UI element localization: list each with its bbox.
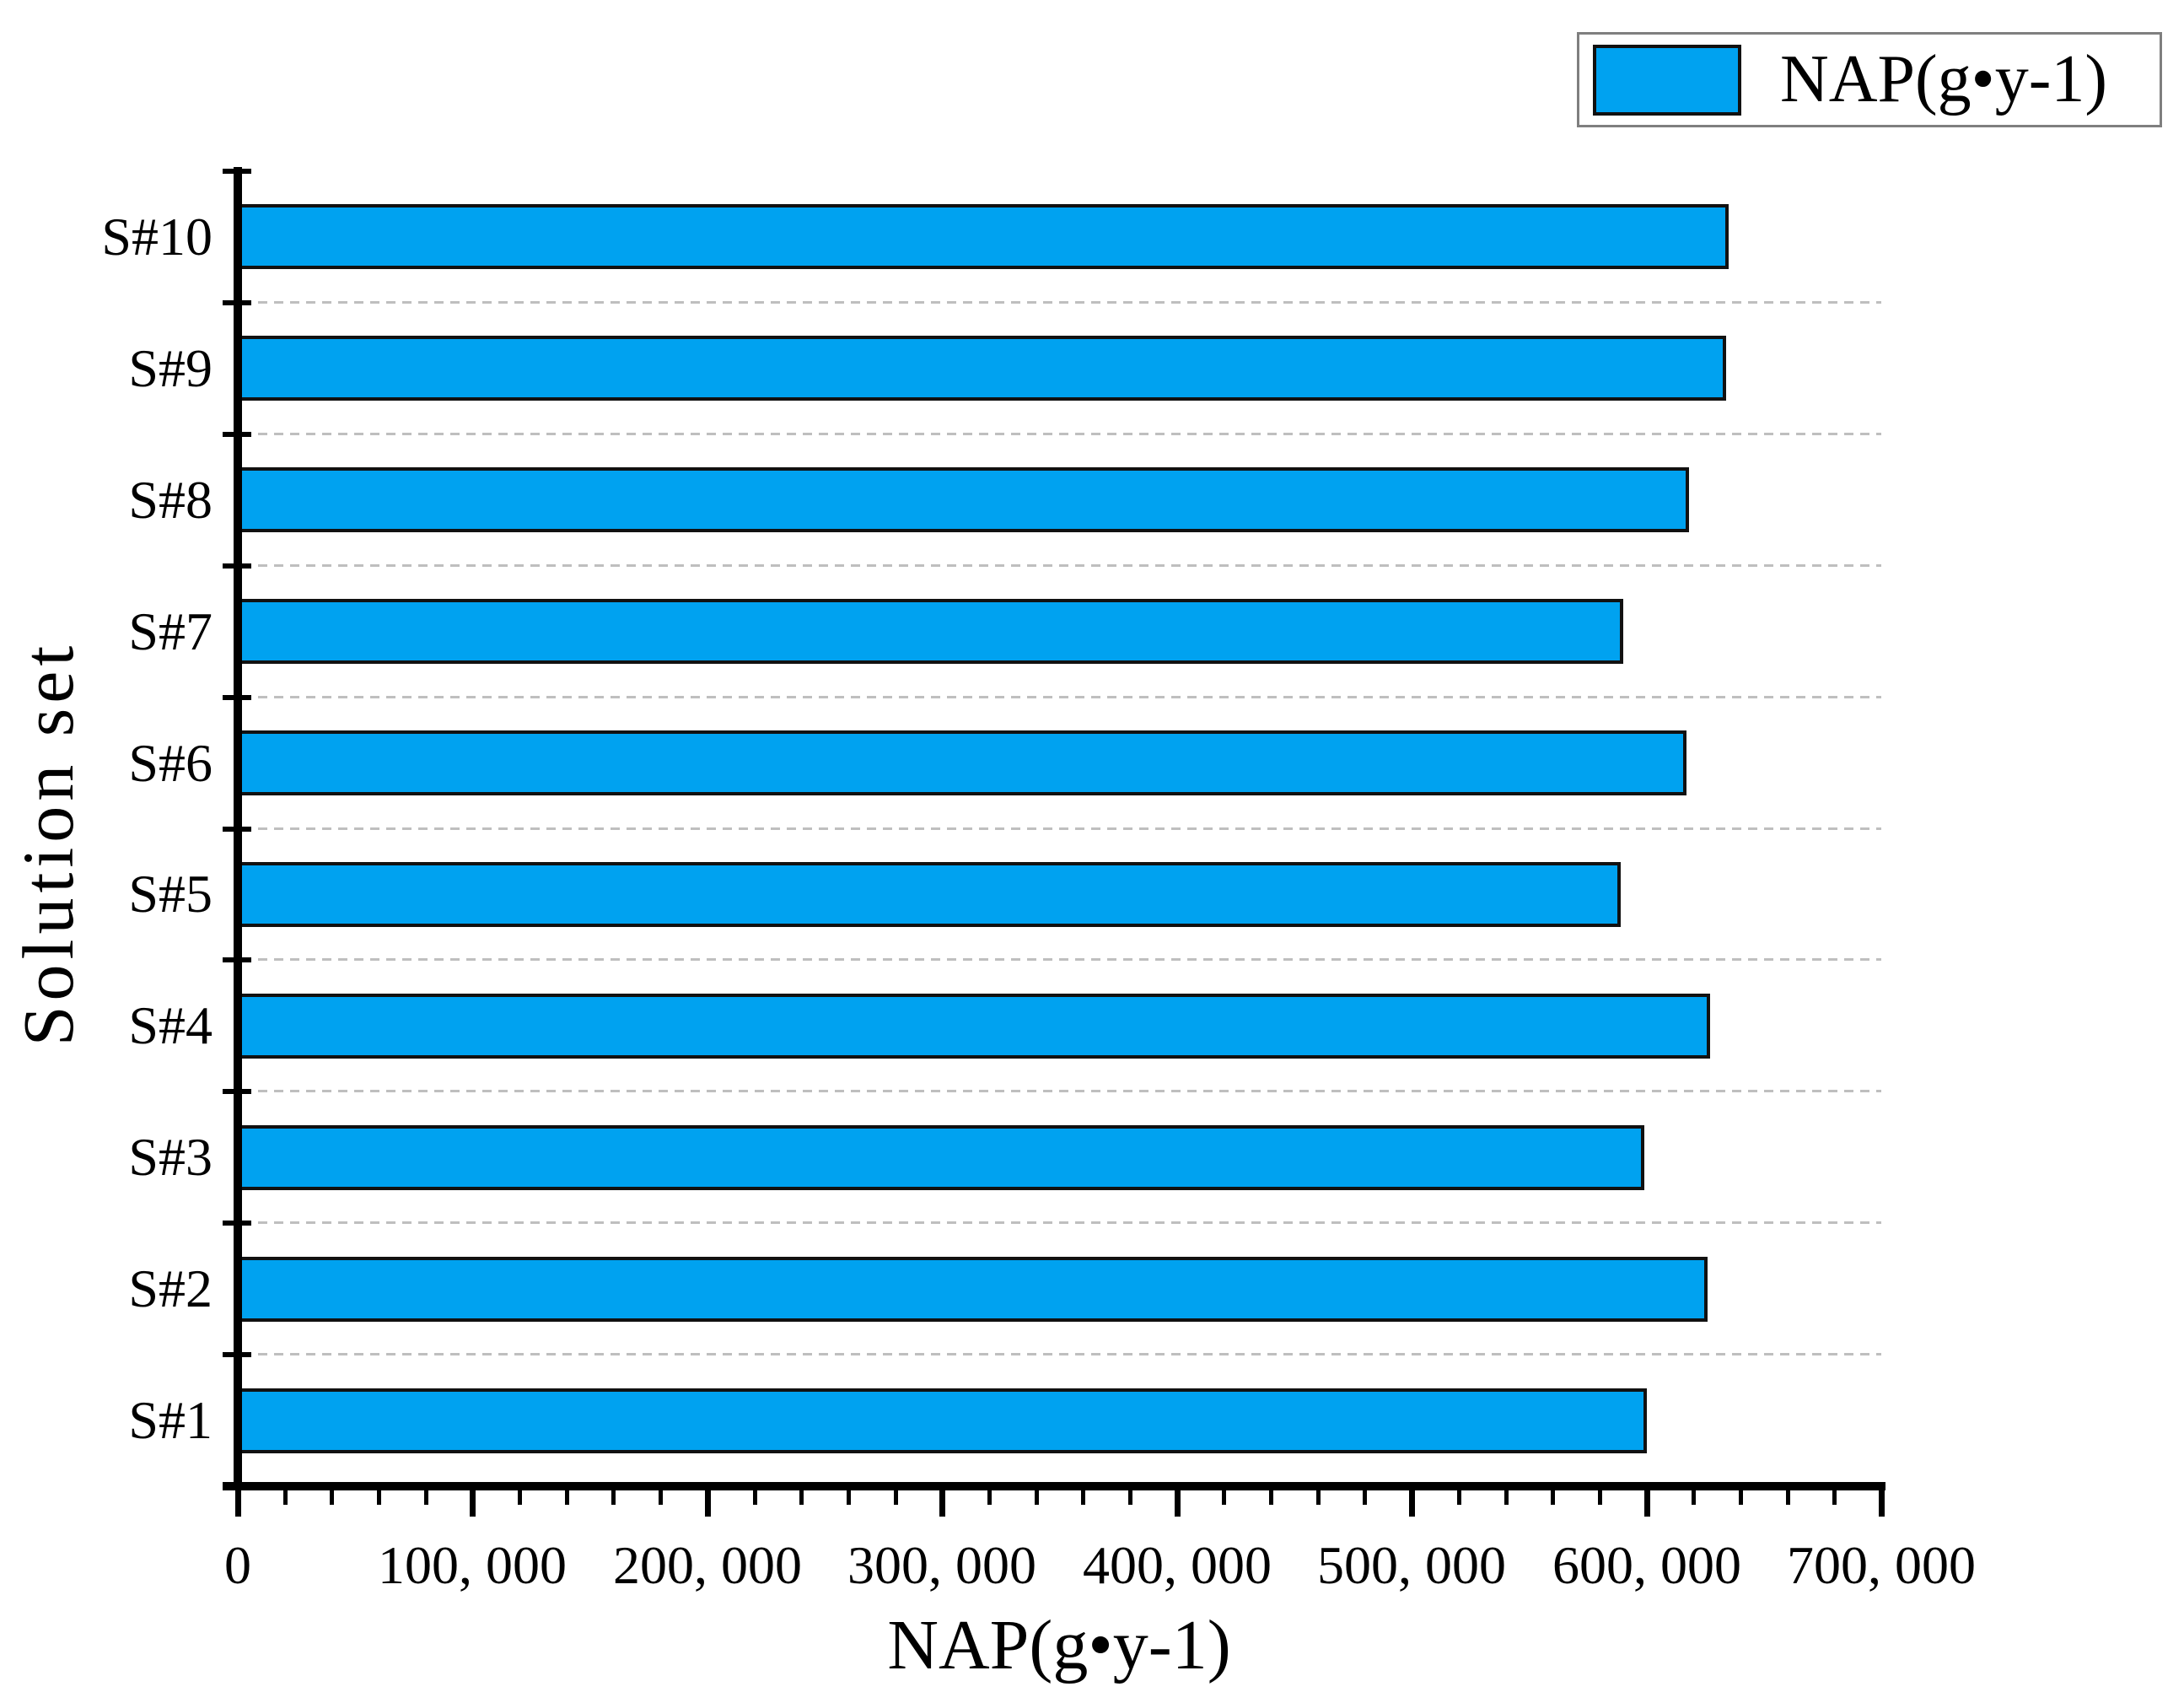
x-axis-minor-tick bbox=[753, 1486, 757, 1505]
bar-S#9 bbox=[234, 336, 1726, 401]
x-tick-label: 600, 000 bbox=[1552, 1535, 1741, 1595]
x-axis-minor-tick bbox=[1832, 1486, 1837, 1505]
legend: NAP(g•y-1) bbox=[1577, 32, 2162, 127]
legend-label: NAP(g•y-1) bbox=[1780, 42, 2107, 116]
category-gridline bbox=[242, 827, 1881, 830]
x-axis-major-tick bbox=[235, 1486, 241, 1517]
x-tick-label: 700, 000 bbox=[1787, 1535, 1976, 1595]
x-axis-minor-tick bbox=[659, 1486, 663, 1505]
x-axis-minor-tick bbox=[565, 1486, 569, 1505]
y-axis-tick bbox=[223, 1221, 251, 1226]
y-axis-tick bbox=[223, 169, 251, 174]
bar-S#4 bbox=[234, 994, 1710, 1059]
x-tick-label: 100, 000 bbox=[378, 1535, 567, 1595]
category-gridline bbox=[242, 432, 1881, 435]
x-axis-minor-tick bbox=[1363, 1486, 1367, 1505]
x-axis-minor-tick bbox=[1551, 1486, 1555, 1505]
x-axis-major-tick bbox=[470, 1486, 476, 1517]
x-axis-major-tick bbox=[705, 1486, 711, 1517]
x-axis-title: NAP(g•y-1) bbox=[887, 1606, 1231, 1684]
bar-S#6 bbox=[234, 730, 1686, 795]
x-tick-label: 0 bbox=[224, 1535, 251, 1595]
x-axis-minor-tick bbox=[377, 1486, 381, 1505]
bar-S#1 bbox=[234, 1388, 1647, 1453]
x-axis-minor-tick bbox=[1457, 1486, 1461, 1505]
x-axis-minor-tick bbox=[330, 1486, 334, 1505]
y-tick-label: S#2 bbox=[128, 1258, 212, 1318]
y-tick-label: S#8 bbox=[128, 470, 212, 530]
category-gridline bbox=[242, 958, 1881, 962]
category-gridline bbox=[242, 300, 1881, 304]
x-axis-minor-tick bbox=[1128, 1486, 1132, 1505]
y-axis-tick bbox=[223, 563, 251, 569]
bar-S#5 bbox=[234, 862, 1621, 927]
x-tick-label: 500, 000 bbox=[1317, 1535, 1506, 1595]
x-axis-minor-tick bbox=[847, 1486, 851, 1505]
y-tick-label: S#5 bbox=[128, 864, 212, 924]
category-gridline bbox=[242, 1090, 1881, 1093]
y-tick-label: S#9 bbox=[128, 338, 212, 398]
x-axis-minor-tick bbox=[283, 1486, 288, 1505]
x-axis-minor-tick bbox=[1504, 1486, 1509, 1505]
y-axis-tick bbox=[223, 1089, 251, 1094]
y-tick-label: S#6 bbox=[128, 733, 212, 793]
x-axis-minor-tick bbox=[424, 1486, 428, 1505]
x-tick-label: 200, 000 bbox=[613, 1535, 802, 1595]
x-axis-minor-tick bbox=[1739, 1486, 1743, 1505]
x-axis-major-tick bbox=[1879, 1486, 1885, 1517]
y-axis-tick bbox=[223, 432, 251, 437]
x-axis-minor-tick bbox=[799, 1486, 804, 1505]
x-axis-minor-tick bbox=[1598, 1486, 1602, 1505]
x-tick-label: 400, 000 bbox=[1083, 1535, 1272, 1595]
x-axis-minor-tick bbox=[518, 1486, 522, 1505]
x-axis-major-tick bbox=[1644, 1486, 1650, 1517]
bar-S#10 bbox=[234, 204, 1729, 269]
category-gridline bbox=[242, 563, 1881, 567]
bar-S#8 bbox=[234, 467, 1689, 532]
y-tick-label: S#3 bbox=[128, 1127, 212, 1187]
category-gridline bbox=[242, 695, 1881, 698]
y-axis-tick bbox=[223, 1352, 251, 1357]
y-axis-title: Solution set bbox=[8, 640, 89, 1047]
x-axis-minor-tick bbox=[1316, 1486, 1321, 1505]
x-axis-minor-tick bbox=[1081, 1486, 1085, 1505]
x-axis-major-tick bbox=[939, 1486, 945, 1517]
x-axis-major-tick bbox=[1175, 1486, 1181, 1517]
category-gridline bbox=[242, 1353, 1881, 1356]
x-tick-label: 300, 000 bbox=[847, 1535, 1036, 1595]
x-axis-minor-tick bbox=[1035, 1486, 1039, 1505]
bar-S#2 bbox=[234, 1257, 1708, 1322]
category-gridline bbox=[242, 1221, 1881, 1225]
legend-swatch bbox=[1593, 44, 1741, 116]
x-axis-minor-tick bbox=[894, 1486, 898, 1505]
x-axis-minor-tick bbox=[987, 1486, 992, 1505]
x-axis-minor-tick bbox=[1269, 1486, 1273, 1505]
y-axis-tick bbox=[223, 300, 251, 305]
x-axis-line bbox=[223, 1482, 1885, 1490]
bar-S#3 bbox=[234, 1125, 1644, 1190]
y-axis-tick bbox=[223, 957, 251, 962]
bar-S#7 bbox=[234, 599, 1623, 664]
x-axis-minor-tick bbox=[1786, 1486, 1790, 1505]
y-tick-label: S#4 bbox=[128, 995, 212, 1055]
y-axis-tick bbox=[223, 827, 251, 832]
y-tick-label: S#10 bbox=[101, 207, 212, 267]
x-axis-minor-tick bbox=[1692, 1486, 1696, 1505]
y-tick-label: S#1 bbox=[128, 1390, 212, 1450]
x-axis-minor-tick bbox=[611, 1486, 616, 1505]
y-axis-tick bbox=[223, 695, 251, 700]
x-axis-minor-tick bbox=[1222, 1486, 1226, 1505]
x-axis-major-tick bbox=[1409, 1486, 1415, 1517]
y-tick-label: S#7 bbox=[128, 601, 212, 661]
